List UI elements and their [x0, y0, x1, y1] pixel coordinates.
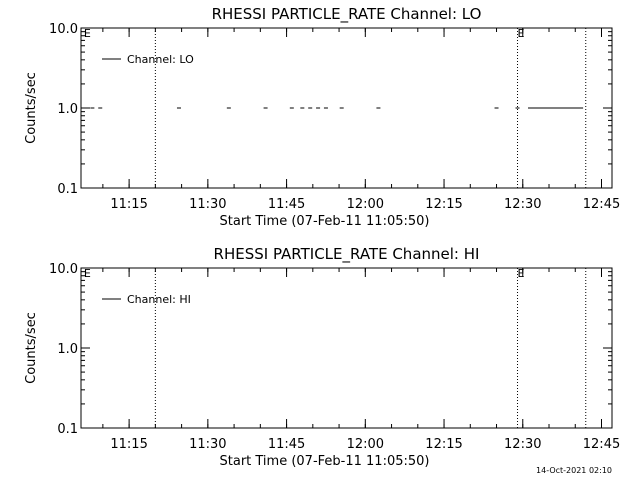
event-marker-label: E [84, 27, 91, 40]
legend-label: Channel: HI [127, 293, 191, 306]
x-tick-label: 12:00 [347, 437, 384, 452]
footer-timestamp: 14-Oct-2021 02:10 [536, 466, 612, 475]
x-tick-label: 12:00 [347, 197, 384, 212]
y-axis-label: Counts/sec [24, 312, 39, 384]
x-tick-label: 11:15 [110, 197, 147, 212]
chart-title: RHESSI PARTICLE_RATE Channel: HI [214, 245, 480, 264]
x-axis-label: Start Time (07-Feb-11 11:05:50) [220, 454, 430, 469]
x-tick-label: 11:15 [110, 437, 147, 452]
x-tick-label: 11:30 [189, 197, 226, 212]
x-tick-label: 12:30 [504, 437, 541, 452]
x-tick-label: 11:45 [268, 437, 305, 452]
y-tick-label: 10.0 [49, 22, 78, 37]
x-tick-label: 12:15 [425, 437, 462, 452]
chart-title: RHESSI PARTICLE_RATE Channel: LO [212, 5, 482, 24]
x-tick-label: 11:45 [268, 197, 305, 212]
chart-panel-1: RHESSI PARTICLE_RATE Channel: LO 0.1 1.0 10… [24, 5, 620, 229]
y-tick-label: 0.1 [57, 182, 78, 197]
x-tick-label: 12:30 [504, 197, 541, 212]
x-tick-label: 12:45 [583, 437, 620, 452]
x-tick-label: 12:15 [425, 197, 462, 212]
y-tick-label: 10.0 [49, 262, 78, 277]
y-tick-label: 1.0 [57, 102, 78, 117]
y-tick-label: 0.1 [57, 422, 78, 437]
chart-panel-2: RHESSI PARTICLE_RATE Channel: HI 0.1 1.0 10… [24, 245, 620, 469]
y-tick-label: 1.0 [57, 342, 78, 357]
y-axis-label: Counts/sec [24, 72, 39, 144]
event-marker-label: E [518, 267, 525, 280]
event-marker-label: E [84, 267, 91, 280]
x-tick-label: 12:45 [583, 197, 620, 212]
legend-label: Channel: LO [127, 53, 194, 66]
event-marker-label: E [518, 27, 525, 40]
x-tick-label: 11:30 [189, 437, 226, 452]
x-axis-label: Start Time (07-Feb-11 11:05:50) [220, 214, 430, 229]
